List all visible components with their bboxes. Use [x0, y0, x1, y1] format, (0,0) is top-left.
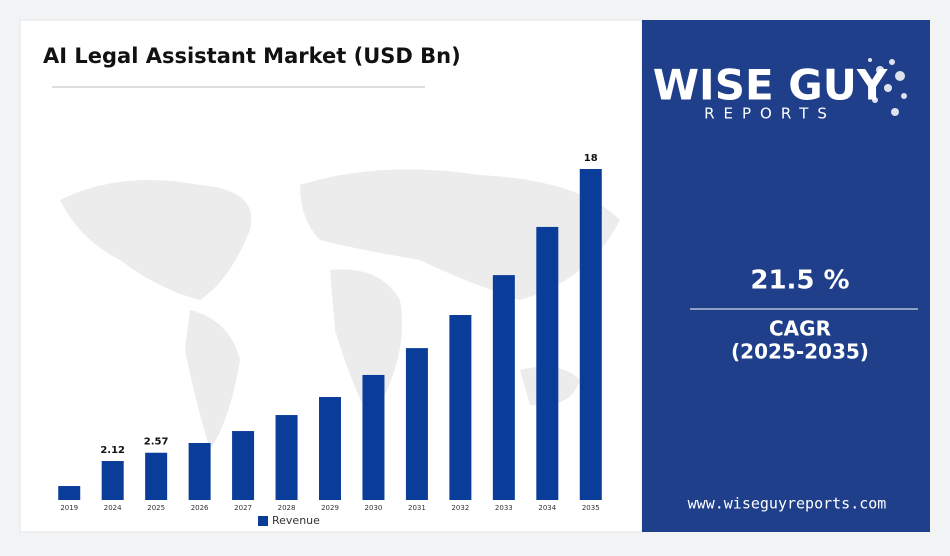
legend-label: Revenue: [272, 514, 320, 527]
x-tick-label: 2030: [365, 504, 383, 512]
x-tick-label: 2032: [451, 504, 469, 512]
x-tick-label: 2034: [538, 504, 556, 512]
chart-title: AI Legal Assistant Market (USD Bn): [43, 44, 461, 68]
brand-name: WISE GUY: [653, 61, 888, 110]
x-tick-label: 2025: [147, 504, 165, 512]
bar: [58, 486, 81, 500]
legend-swatch: [258, 516, 268, 526]
x-tick-label: 2033: [495, 504, 513, 512]
brand-sub: REPORTS: [704, 105, 836, 123]
bar: [232, 431, 255, 500]
bar: [536, 226, 559, 501]
cagr-value: 21.5 %: [750, 266, 849, 296]
cagr-period: (2025-2035): [731, 340, 869, 364]
bar: [492, 275, 515, 500]
x-tick-label: 2026: [191, 504, 209, 512]
value-label: 2.12: [100, 445, 125, 456]
value-label: 2.57: [144, 437, 169, 448]
bar: [405, 348, 428, 500]
bar: [101, 461, 124, 500]
bar: [145, 452, 168, 500]
x-tick-label: 2027: [234, 504, 252, 512]
bar: [449, 315, 472, 500]
x-tick-label: 2024: [104, 504, 122, 512]
x-tick-label: 2029: [321, 504, 339, 512]
cagr-label: CAGR: [769, 317, 831, 341]
brand-icon: [868, 58, 907, 116]
bar: [188, 442, 211, 500]
side-panel: [642, 20, 930, 532]
x-tick-label: 2019: [60, 504, 78, 512]
x-tick-label: 2031: [408, 504, 426, 512]
bar: [579, 169, 602, 500]
bar: [362, 374, 385, 500]
x-tick-label: 2028: [278, 504, 296, 512]
x-tick-label: 2035: [582, 504, 600, 512]
value-label: 18: [584, 153, 598, 164]
bar: [275, 415, 298, 500]
bar: [319, 397, 341, 500]
website: www.wiseguyreports.com: [688, 495, 887, 513]
